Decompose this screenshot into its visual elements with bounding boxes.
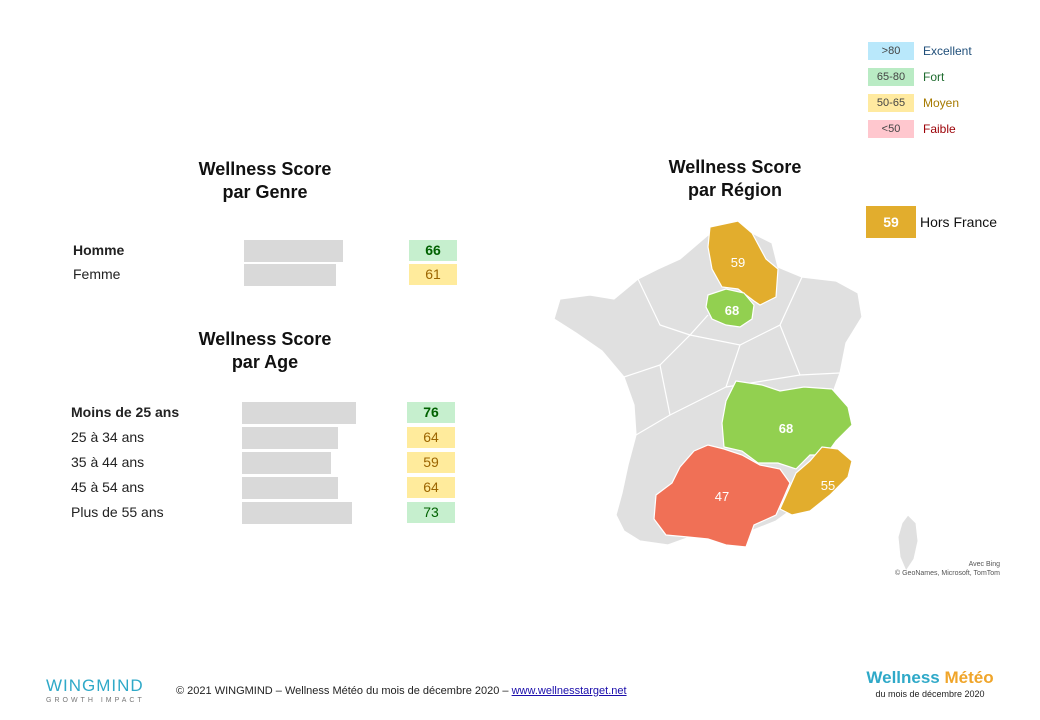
legend-item: >80 Excellent: [868, 42, 1008, 60]
row-label: Homme: [73, 242, 125, 258]
footer-copyright: © 2021 WINGMIND – Wellness Météo du mois…: [176, 685, 627, 697]
map-credit-line1: Avec Bing: [968, 561, 1000, 568]
legend-chip: <50: [868, 120, 914, 138]
row-label: Plus de 55 ans: [71, 504, 164, 520]
age-title: Wellness Score par Age: [180, 328, 350, 374]
score-value: 64: [407, 477, 455, 498]
hors-france-score: 59: [883, 214, 899, 230]
score-value: 66: [409, 240, 457, 261]
border-3: [689, 276, 803, 346]
region-paca: [779, 446, 853, 516]
score-value: 64: [407, 427, 455, 448]
row-label: Moins de 25 ans: [71, 404, 180, 420]
score-bar: [242, 402, 356, 424]
region-title-line1: Wellness Score: [668, 157, 802, 177]
footer-link[interactable]: www.wellnesstarget.net: [511, 685, 627, 697]
region-label-ile-de-france: 68: [725, 303, 739, 318]
corsica: [897, 514, 919, 573]
legend-chip: 50-65: [868, 94, 914, 112]
region-title: Wellness Score par Région: [650, 156, 820, 202]
footer-copyright-text: © 2021 WINGMIND – Wellness Météo du mois…: [176, 685, 512, 697]
legend-item: 65-80 Fort: [868, 68, 1008, 86]
region-label-hauts-de-france: 59: [731, 255, 745, 270]
map-credit: Avec Bing © GeoNames, Microsoft, TomTom: [860, 560, 1000, 578]
legend-label: Faible: [923, 122, 956, 136]
region-occitanie: [653, 444, 791, 548]
score-value: 59: [407, 452, 455, 473]
row-label: 25 à 34 ans: [71, 429, 145, 445]
wingmind-brand-sub: GROWTH IMPACT: [46, 697, 145, 704]
row-label: 35 à 44 ans: [71, 454, 145, 470]
genre-title-line1: Wellness Score: [198, 159, 332, 179]
legend: >80 Excellent 65-80 Fort 50-65 Moyen <50 Faible: [868, 42, 1008, 146]
age-title-line2: par Age: [231, 352, 299, 372]
genre-title-line2: par Genre: [222, 182, 308, 202]
logo-word1: Wellness: [866, 668, 940, 687]
logo-word2: Météo: [944, 668, 994, 687]
map-credit-line2: © GeoNames, Microsoft, TomTom: [895, 570, 1000, 577]
score-bar: [244, 264, 336, 286]
score-value: 61: [409, 264, 457, 285]
border-1: [637, 278, 709, 336]
wellness-meteo-title: Wellness Météo: [860, 668, 1000, 688]
score-bar: [242, 477, 338, 499]
wellness-meteo-logo: Wellness Météo du mois de décembre 2020: [860, 668, 1000, 699]
score-bar: [242, 427, 338, 449]
row-label: Femme: [73, 266, 121, 282]
legend-item: <50 Faible: [868, 120, 1008, 138]
france-regions: [653, 220, 853, 548]
region-hauts-de-france: [707, 220, 779, 306]
hors-france-badge: 59: [866, 206, 916, 238]
score-bar: [242, 502, 352, 524]
region-borders: [623, 276, 841, 436]
wellness-meteo-sub: du mois de décembre 2020: [875, 689, 985, 699]
wingmind-logo: WINGMIND GROWTH IMPACT: [46, 676, 156, 704]
region-label-auvergne-rhone-alpes: 68: [779, 421, 793, 436]
score-value: 73: [407, 502, 455, 523]
score-bar: [244, 240, 343, 262]
legend-chip: >80: [868, 42, 914, 60]
hors-france-label: Hors France: [920, 214, 998, 230]
region-label-paca: 55: [821, 478, 835, 493]
legend-label: Moyen: [923, 96, 960, 110]
legend-chip: 65-80: [868, 68, 914, 86]
genre-title: Wellness Score par Genre: [180, 158, 350, 204]
region-label-occitanie: 47: [715, 489, 729, 504]
row-label: 45 à 54 ans: [71, 479, 145, 495]
wingmind-brand: WINGMIND: [46, 676, 144, 695]
legend-label: Fort: [923, 70, 945, 84]
france-map: 59 68 68 55 47: [553, 220, 919, 573]
score-value: 76: [407, 402, 455, 423]
region-ile-de-france: [705, 288, 755, 328]
legend-label: Excellent: [923, 44, 972, 58]
region-title-line2: par Région: [687, 180, 782, 200]
score-bar: [242, 452, 331, 474]
region-labels: 59 68 68 55 47: [715, 255, 835, 504]
age-title-line1: Wellness Score: [198, 329, 332, 349]
legend-item: 50-65 Moyen: [868, 94, 1008, 112]
